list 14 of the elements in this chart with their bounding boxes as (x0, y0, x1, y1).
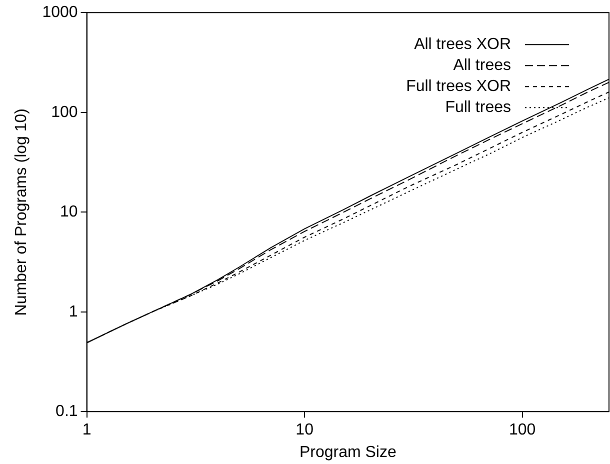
legend-label: Full trees (445, 99, 511, 116)
legend-label: Full trees XOR (406, 78, 511, 96)
x-tick-label: 1 (82, 422, 92, 439)
y-tick-label: 100 (51, 104, 78, 121)
y-tick-label: 0.1 (56, 403, 78, 420)
x-tick-label: 10 (296, 422, 314, 439)
legend-label: All trees (453, 57, 511, 74)
y-tick-label: 10 (60, 204, 78, 221)
y-axis-title: Number of Programs (log 10) (13, 108, 30, 316)
legend-label: All trees XOR (414, 36, 511, 54)
x-tick-label: 100 (508, 422, 536, 439)
y-tick-label: 1 (68, 303, 78, 320)
x-axis-title: Program Size (299, 444, 396, 461)
y-tick-label: 1000 (42, 4, 78, 22)
